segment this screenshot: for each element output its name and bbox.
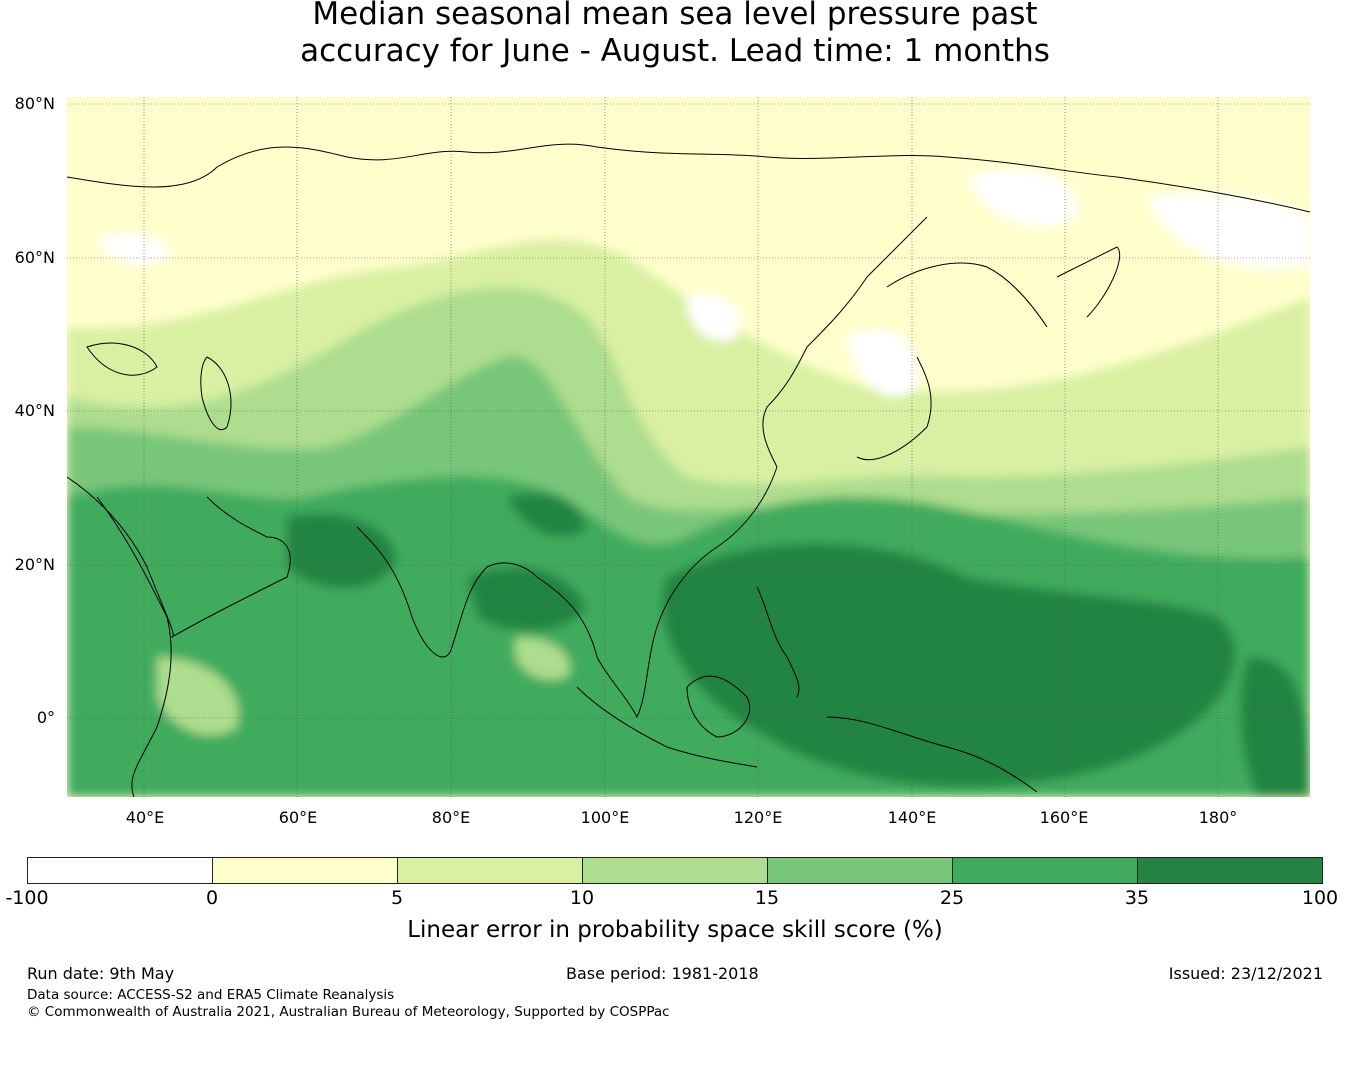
chart-title-line-2: accuracy for June - August. Lead time: 1… [300, 33, 1050, 69]
lon-label-40e: 40°E [125, 808, 165, 827]
map-patch-somalia [157, 657, 239, 736]
data-source: Data source: ACCESS-S2 and ERA5 Climate … [27, 987, 395, 1003]
lon-label-180: 180° [1198, 808, 1238, 827]
colorbar-segment-10-15 [583, 858, 768, 883]
colorbar-segment-35-100 [1138, 858, 1322, 883]
map-patch-negative-bering [1147, 193, 1310, 270]
base-period: Base period: 1981-2018 [566, 964, 759, 983]
colorbar-label: Linear error in probability space skill … [407, 917, 943, 943]
run-date: Run date: 9th May [27, 964, 175, 983]
map-band-35-100-west-pacific [661, 543, 1236, 787]
map-band-35-100-bay-of-bengal [467, 567, 587, 631]
map-canvas [66, 97, 1311, 798]
colorbar-segment-5-10 [398, 858, 583, 883]
colorbar-segment-neg100-0 [28, 858, 213, 883]
skill-score-map [66, 97, 1311, 798]
colorbar-tick-neg100: -100 [5, 887, 49, 909]
map-patch-negative-mongolia [687, 294, 740, 341]
chart-title-line-1: Median seasonal mean sea level pressure … [312, 0, 1038, 32]
lat-label-80n: 80°N [14, 94, 55, 113]
map-band-35-100-tibet [507, 493, 587, 537]
lat-label-20n: 20°N [14, 555, 55, 574]
lon-label-100e: 100°E [580, 808, 630, 827]
map-patch-negative-siberia [967, 169, 1079, 227]
lon-label-80e: 80°E [431, 808, 471, 827]
lon-label-160e: 160°E [1039, 808, 1089, 827]
lat-label-0: 0° [36, 708, 55, 727]
colorbar [27, 857, 1323, 884]
colorbar-tick-35: 35 [1124, 887, 1150, 909]
map-patch-india-south [515, 637, 570, 680]
map-gridlines [67, 97, 1310, 797]
colorbar-segment-15-25 [768, 858, 953, 883]
colorbar-segment-25-35 [953, 858, 1138, 883]
colorbar-tick-0: 0 [205, 887, 219, 909]
lat-label-40n: 40°N [14, 401, 55, 420]
map-band-35-100-arabian-sea [287, 513, 397, 589]
map-band-35-100-east-edge [1240, 657, 1310, 797]
lon-label-60e: 60°E [278, 808, 318, 827]
lon-label-120e: 120°E [733, 808, 783, 827]
issued-date: Issued: 23/12/2021 [1168, 964, 1323, 983]
colorbar-tick-100: 100 [1301, 887, 1339, 909]
lat-label-60n: 60°N [14, 248, 55, 267]
colorbar-tick-15: 15 [754, 887, 780, 909]
map-patch-negative-scandinavia [97, 233, 169, 266]
map-coastlines [66, 143, 1311, 798]
map-patch-negative-sea-of-japan [847, 329, 919, 397]
colorbar-segment-0-5 [213, 858, 398, 883]
copyright: © Commonwealth of Australia 2021, Austra… [27, 1004, 670, 1020]
colorbar-tick-5: 5 [390, 887, 404, 909]
lon-label-140e: 140°E [887, 808, 937, 827]
colorbar-tick-10: 10 [569, 887, 595, 909]
colorbar-tick-25: 25 [939, 887, 965, 909]
